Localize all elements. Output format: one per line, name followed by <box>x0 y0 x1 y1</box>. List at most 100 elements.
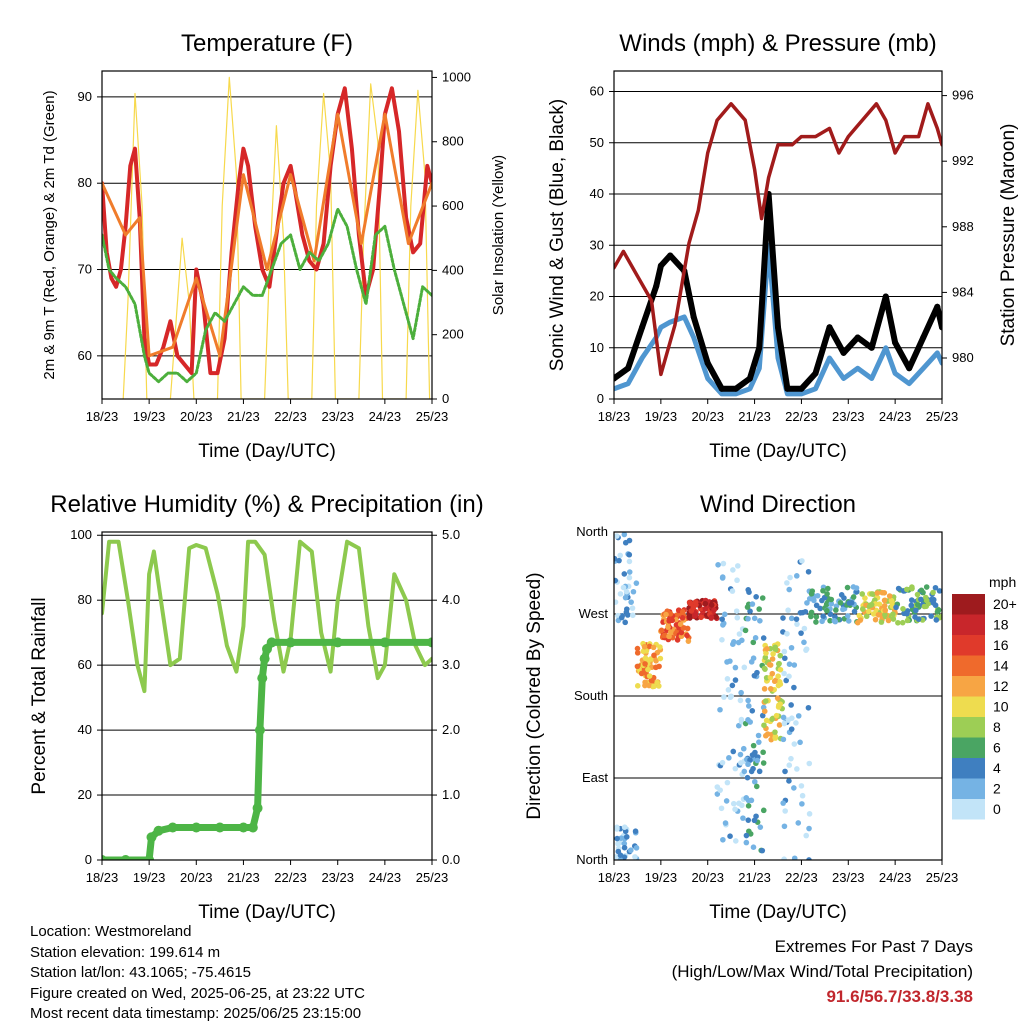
direction-point <box>801 639 807 646</box>
extremes-subtitle: (High/Low/Max Wind/Total Precipitation) <box>671 962 973 981</box>
direction-point <box>750 655 757 661</box>
point-precip <box>238 822 249 833</box>
point-gust <box>690 314 697 320</box>
direction-point <box>658 627 665 634</box>
direction-point <box>638 670 645 677</box>
direction-point <box>904 617 911 624</box>
point-gust <box>756 344 763 351</box>
y-tick-label: North <box>576 524 608 539</box>
direction-point <box>626 574 633 581</box>
direction-point <box>614 533 620 539</box>
direction-point <box>745 817 752 823</box>
direction-point <box>875 611 882 618</box>
direction-point <box>772 644 778 651</box>
direction-point <box>781 823 788 830</box>
point-gust <box>868 344 875 351</box>
direction-point <box>793 720 799 726</box>
direction-point <box>686 612 693 619</box>
direction-point <box>745 615 751 622</box>
direction-point <box>933 617 940 623</box>
direction-point <box>714 784 721 790</box>
direction-point <box>617 852 624 858</box>
direction-point <box>633 580 640 586</box>
direction-point <box>761 722 767 729</box>
direction-point <box>727 833 733 840</box>
legend-label: 16 <box>993 637 1009 653</box>
direction-point <box>714 791 721 797</box>
direction-point <box>781 720 788 727</box>
series-group <box>614 102 942 397</box>
legend-label: 8 <box>993 719 1001 735</box>
direction-point <box>795 713 802 719</box>
panel-title: Temperature (F) <box>181 30 353 57</box>
direction-point <box>759 712 766 719</box>
point-gust <box>625 365 632 372</box>
direction-point <box>788 702 794 708</box>
legend-swatch <box>952 717 985 738</box>
direction-point <box>730 567 736 573</box>
direction-point <box>840 606 846 613</box>
y2-tick-label: 996 <box>952 88 974 103</box>
direction-point <box>866 608 872 615</box>
series-group <box>102 539 432 860</box>
direction-point <box>651 652 657 659</box>
legend-label: 0 <box>993 801 1001 817</box>
direction-point <box>614 854 619 860</box>
y-tick-label: South <box>574 688 608 703</box>
direction-point <box>666 633 672 640</box>
direction-point <box>724 676 731 682</box>
direction-point <box>751 615 758 622</box>
direction-point <box>762 698 769 704</box>
direction-point <box>684 632 690 639</box>
x-tick-label: 22/23 <box>274 409 307 424</box>
point-precip <box>266 637 277 648</box>
direction-point <box>914 591 921 598</box>
legend-label: 6 <box>993 740 1001 756</box>
y-tick-label: 40 <box>78 722 92 737</box>
x-axis-label: Time (Day/UTC) <box>709 441 847 462</box>
direction-point <box>626 569 633 575</box>
direction-point <box>687 600 694 607</box>
direction-point <box>771 678 778 685</box>
direction-point <box>614 835 620 842</box>
direction-point <box>724 779 731 786</box>
x-tick-label: 20/23 <box>180 409 213 424</box>
direction-point <box>632 854 638 860</box>
direction-point <box>806 811 813 817</box>
direction-point <box>777 666 784 673</box>
direction-point <box>788 615 795 622</box>
x-axis-label: Time (Day/UTC) <box>709 902 847 923</box>
direction-point <box>740 745 747 752</box>
direction-point <box>732 765 739 772</box>
direction-point <box>764 731 771 737</box>
direction-point <box>617 591 624 597</box>
y2-axis-label: Station Pressure (Maroon) <box>998 124 1019 347</box>
direction-point <box>614 555 618 562</box>
direction-point <box>747 831 754 837</box>
point-precip <box>214 822 225 833</box>
direction-point <box>690 604 697 611</box>
direction-point <box>633 845 640 851</box>
direction-point <box>904 610 910 617</box>
plot-frame <box>613 531 943 861</box>
y-axis-label: 2m & 9m T (Red, Orange) & 2m Td (Green) <box>41 90 58 379</box>
point-precip <box>427 637 432 648</box>
direction-point <box>630 588 637 595</box>
direction-point <box>784 630 790 637</box>
point-gust <box>732 385 739 392</box>
direction-point <box>651 683 657 690</box>
direction-point <box>819 618 825 625</box>
direction-point <box>618 835 624 841</box>
direction-point <box>751 817 758 824</box>
legend-swatch <box>952 778 985 799</box>
point-gust <box>639 324 646 331</box>
series-rh <box>102 539 432 694</box>
direction-point <box>921 603 928 610</box>
direction-point <box>617 552 623 559</box>
point-gust <box>906 365 913 372</box>
series-group <box>102 76 432 399</box>
y-tick-label: 70 <box>78 262 92 277</box>
legend-swatch <box>952 758 985 779</box>
direction-point <box>805 568 812 575</box>
direction-point <box>780 615 786 621</box>
